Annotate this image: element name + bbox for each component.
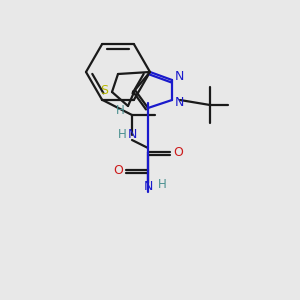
Text: N: N bbox=[174, 70, 184, 83]
Text: S: S bbox=[100, 83, 108, 97]
Text: N: N bbox=[174, 95, 184, 109]
Text: O: O bbox=[113, 164, 123, 176]
Text: H: H bbox=[116, 103, 124, 116]
Text: H: H bbox=[118, 128, 126, 142]
Text: H: H bbox=[158, 178, 166, 191]
Text: N: N bbox=[143, 181, 153, 194]
Text: O: O bbox=[173, 146, 183, 158]
Text: N: N bbox=[127, 128, 137, 142]
